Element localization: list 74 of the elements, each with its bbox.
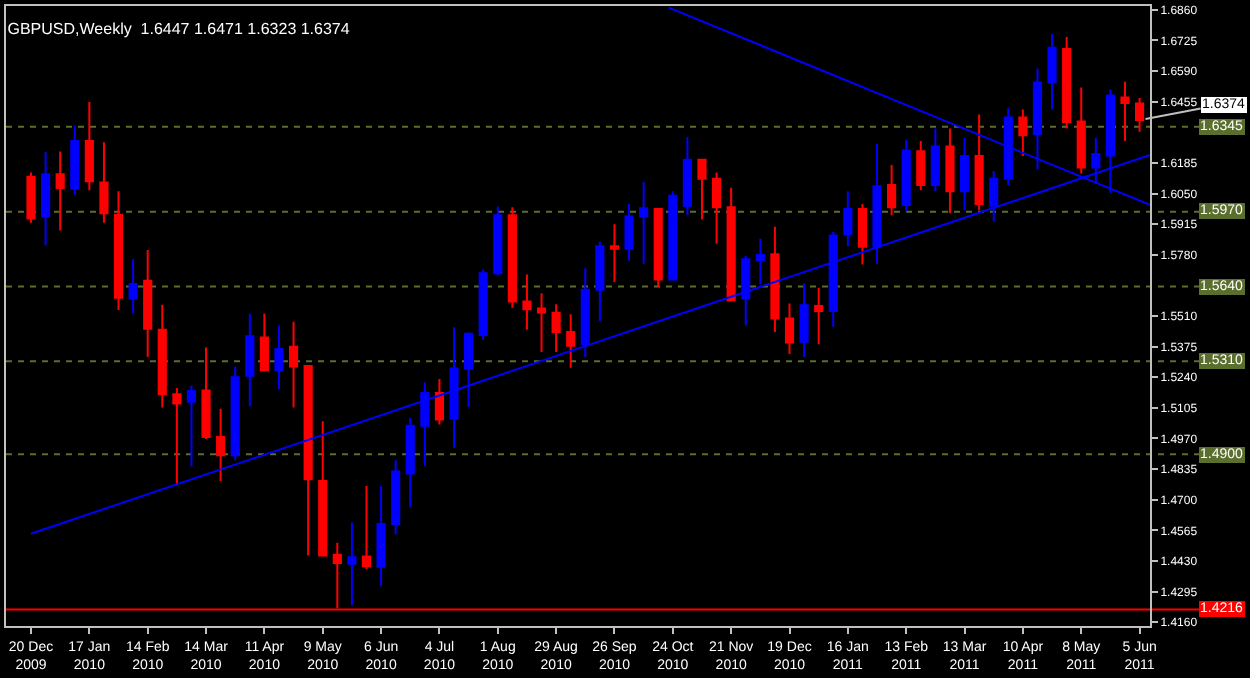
candlestick [274, 324, 284, 391]
candlestick [99, 141, 109, 224]
candlestick [1076, 86, 1086, 175]
candlestick [493, 205, 503, 277]
candlestick [420, 381, 430, 467]
candlestick [945, 127, 955, 215]
candlestick [376, 485, 386, 588]
candlestick [580, 267, 590, 359]
candlestick [361, 485, 372, 571]
text: GBPUSD,Weekly 1.6447 1.6471 1.6323 1.6374 [7, 19, 351, 38]
candlestick [230, 365, 240, 462]
candlestick [755, 237, 765, 286]
candlestick [143, 249, 153, 359]
candlestick [901, 138, 911, 213]
candlestick [682, 136, 692, 217]
candlestick [653, 207, 663, 289]
candlestick [464, 331, 474, 408]
candlestick [1047, 32, 1057, 111]
candlestick [857, 202, 868, 266]
candlestick [828, 230, 838, 328]
candlestick [814, 286, 824, 346]
candlestick [347, 521, 357, 607]
candlestick [726, 186, 736, 303]
candlestick [566, 313, 576, 369]
candlestick [26, 171, 36, 224]
candlestick [959, 136, 970, 212]
candlestick [216, 407, 226, 483]
candlestick [799, 282, 809, 359]
candlestick [41, 151, 51, 247]
candlestick [609, 223, 620, 283]
candlestick [478, 268, 488, 342]
candlestick [507, 206, 517, 309]
candlestick [172, 386, 182, 486]
candlestick [1018, 108, 1028, 158]
candlestick [712, 171, 722, 245]
candlestick [1032, 67, 1043, 171]
candlestick [84, 100, 94, 192]
candlestick [522, 273, 532, 331]
candlestick [843, 190, 853, 248]
candlestick [639, 180, 649, 265]
candlestick [770, 225, 780, 333]
candlestick [916, 139, 926, 192]
candlestick [930, 127, 940, 193]
candlestick [741, 254, 751, 327]
candlestick [1135, 97, 1145, 133]
candlestick [624, 202, 634, 262]
candlestick [595, 240, 605, 323]
candlestick [128, 258, 138, 315]
candlestick [784, 302, 795, 355]
candlestick [536, 292, 547, 354]
candlestick [1062, 36, 1072, 130]
candlestick [391, 459, 401, 536]
candlestick [318, 420, 328, 558]
candlestick [434, 378, 444, 426]
candlestick [201, 346, 211, 440]
candlestick [887, 163, 897, 217]
candlestick [70, 124, 80, 196]
candlestick [157, 303, 167, 409]
candlestick [405, 417, 415, 509]
candlestick [668, 190, 678, 282]
candlestick [551, 303, 561, 354]
candlestick [974, 113, 984, 212]
candlestick [989, 170, 999, 223]
candlestick [186, 384, 197, 468]
candlestick [259, 312, 269, 373]
candlestick [1120, 80, 1130, 142]
candlestick [303, 364, 313, 557]
candlestick [288, 320, 299, 409]
candlestick [1003, 107, 1013, 186]
candlestick [55, 150, 65, 232]
candlestick [245, 312, 255, 408]
candlestick [113, 190, 124, 311]
candlestick [449, 326, 459, 449]
candlestick [697, 158, 707, 221]
